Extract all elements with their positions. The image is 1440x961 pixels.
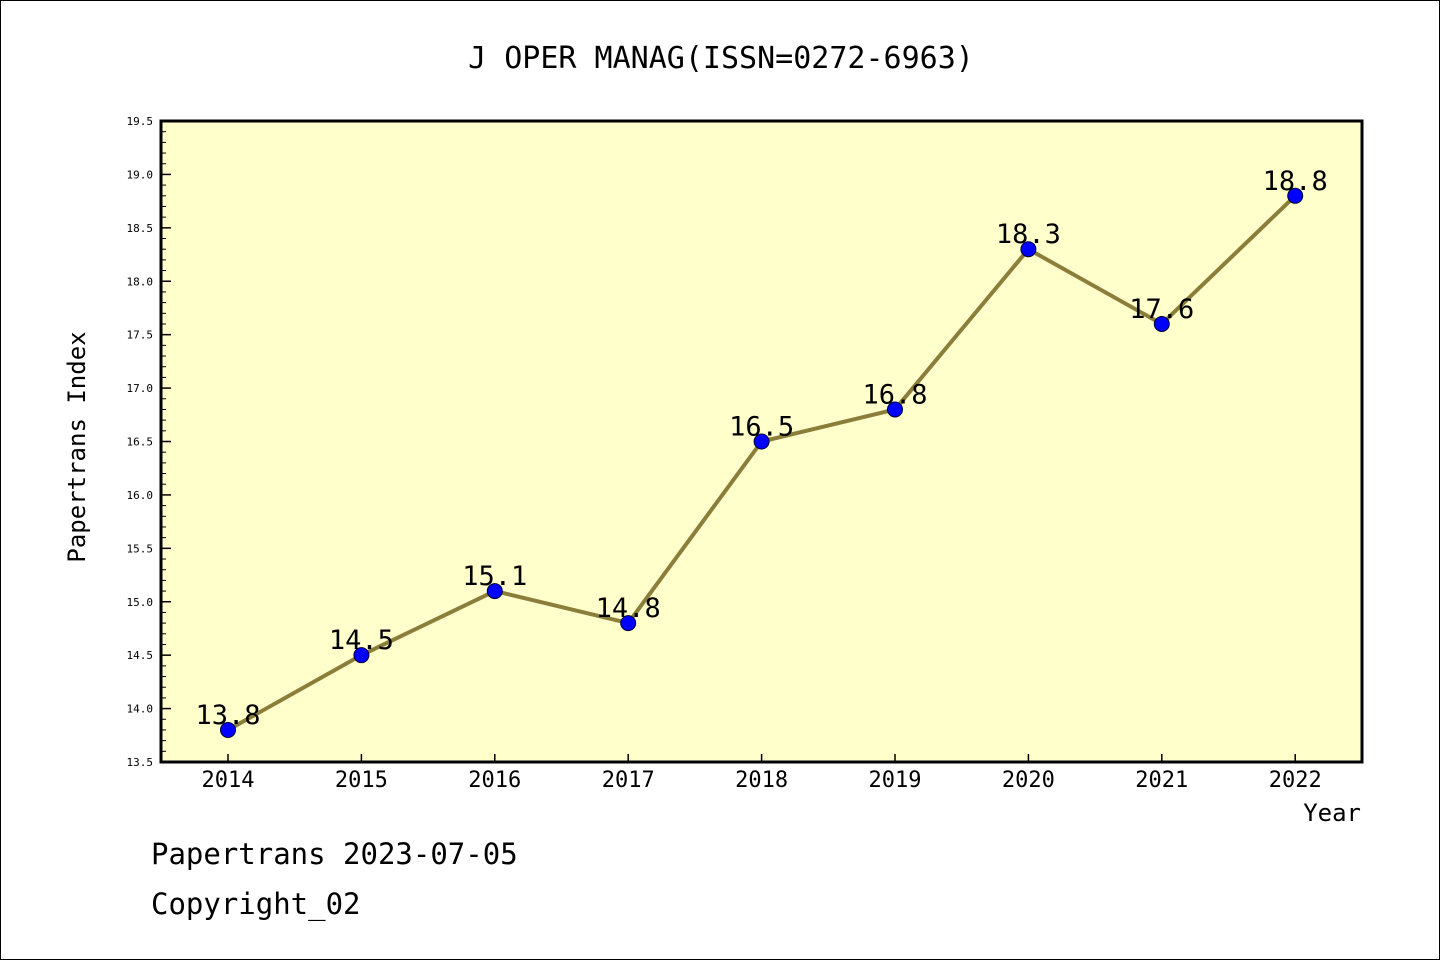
x-tick-label: 2014 — [202, 768, 255, 793]
y-tick-label: 16.5 — [127, 436, 154, 449]
y-tick-label: 16.0 — [127, 489, 154, 502]
x-tick-label: 2017 — [602, 768, 655, 793]
data-label: 14.5 — [329, 625, 394, 656]
y-tick-label: 14.5 — [127, 649, 154, 662]
y-tick-label: 13.5 — [127, 756, 154, 769]
x-tick-label: 2022 — [1269, 768, 1322, 793]
y-tick-label: 17.5 — [127, 329, 154, 342]
y-tick-label: 18.0 — [127, 275, 154, 288]
y-tick-label: 19.0 — [127, 168, 154, 181]
x-tick-label: 2018 — [735, 768, 788, 793]
y-axis-label: Papertrans Index — [63, 331, 91, 562]
data-label: 16.5 — [729, 412, 794, 443]
x-axis: 2014 2015 2016 2017 2018 2019 2020 2021 2022 — [202, 754, 1322, 793]
data-label: 16.8 — [862, 379, 927, 410]
data-point — [353, 647, 370, 664]
x-axis-label: Year — [1303, 799, 1361, 827]
x-tick-label: 2019 — [869, 768, 922, 793]
data-label: 18.8 — [1263, 166, 1328, 197]
data-point — [753, 433, 770, 450]
x-tick-label: 2020 — [1002, 768, 1055, 793]
data-label: 14.8 — [596, 593, 661, 624]
data-point — [1153, 315, 1170, 332]
data-point — [1020, 241, 1037, 258]
data-label: 17.6 — [1129, 294, 1194, 325]
chart-title: J OPER MANAG(ISSN=0272-6963) — [468, 41, 974, 76]
footer-copyright: Copyright_02 — [151, 887, 361, 921]
data-point — [220, 721, 236, 738]
data-point — [1287, 187, 1304, 204]
y-axis: 13.5 14.0 14.5 15.0 15.5 16.0 16.5 17.0 17.5 18.0… — [127, 115, 171, 769]
x-tick-label: 2015 — [335, 768, 388, 793]
y-tick-label: 15.5 — [127, 542, 154, 555]
series-layer: 13.8 14.5 15.1 14.8 16.5 16.8 18.3 17.6 18.8 — [195, 166, 1328, 738]
data-point — [620, 615, 637, 632]
y-tick-label: 19.5 — [127, 115, 154, 128]
data-point — [887, 401, 903, 418]
y-tick-label: 17.0 — [127, 382, 154, 395]
data-label: 13.8 — [195, 700, 260, 731]
footer-date: Papertrans 2023-07-05 — [151, 837, 518, 871]
x-tick-label: 2021 — [1135, 768, 1188, 793]
data-point — [486, 583, 503, 600]
y-tick-label: 15.0 — [127, 596, 154, 609]
data-label: 18.3 — [996, 219, 1061, 250]
y-tick-label: 18.5 — [127, 222, 154, 235]
data-label: 15.1 — [462, 561, 527, 592]
x-tick-label: 2016 — [468, 768, 521, 793]
y-tick-label: 14.0 — [127, 703, 154, 716]
